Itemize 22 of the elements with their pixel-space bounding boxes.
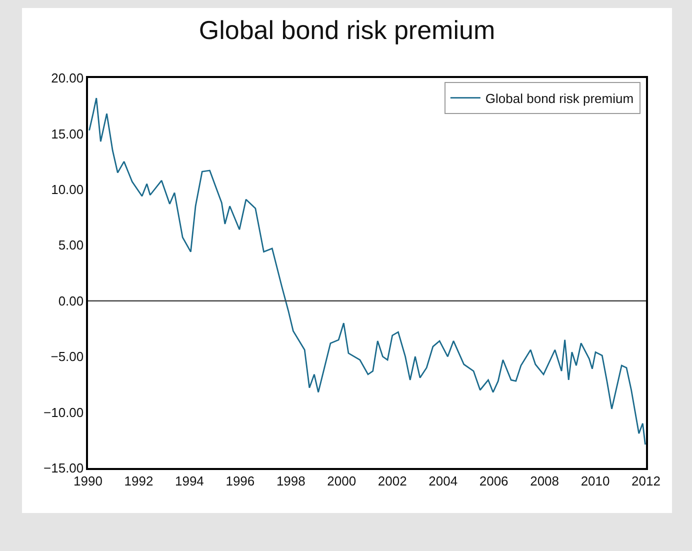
x-tick-label: 2012 (632, 473, 660, 488)
x-tick-label: 1994 (174, 473, 204, 488)
y-tick-label: 20.00 (51, 70, 84, 86)
chart-title: Global bond risk premium (198, 14, 496, 45)
x-tick-label: 2002 (378, 473, 407, 488)
y-tick-label: 15.00 (51, 126, 84, 142)
legend-label: Global bond risk premium (485, 90, 634, 106)
y-tick-label: 0.00 (58, 293, 84, 308)
y-tick-label: −5.00 (50, 349, 84, 364)
x-tick-label: 1992 (124, 473, 154, 488)
y-tick-label: −10.00 (44, 404, 84, 420)
x-tick-label: 2010 (580, 473, 610, 488)
x-tick-label: 1990 (74, 473, 102, 488)
x-tick-label: 2000 (327, 473, 356, 488)
y-tick-label: 10.00 (51, 182, 84, 197)
y-tick-label: −15.00 (44, 460, 84, 476)
x-tick-label: 1998 (276, 473, 306, 488)
x-tick-label: 2004 (428, 473, 458, 488)
y-tick-label: 5.00 (58, 238, 84, 253)
x-tick-label: 2008 (530, 473, 560, 488)
x-tick-label: 1996 (226, 473, 255, 488)
x-tick-label: 2006 (479, 473, 508, 488)
